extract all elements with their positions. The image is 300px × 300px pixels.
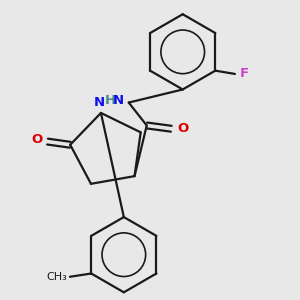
Text: F: F: [240, 68, 249, 80]
Text: N: N: [113, 94, 124, 107]
Text: N: N: [94, 96, 105, 109]
Text: O: O: [177, 122, 188, 135]
Text: O: O: [32, 134, 43, 146]
Text: H: H: [104, 94, 116, 107]
Text: CH₃: CH₃: [46, 272, 67, 282]
